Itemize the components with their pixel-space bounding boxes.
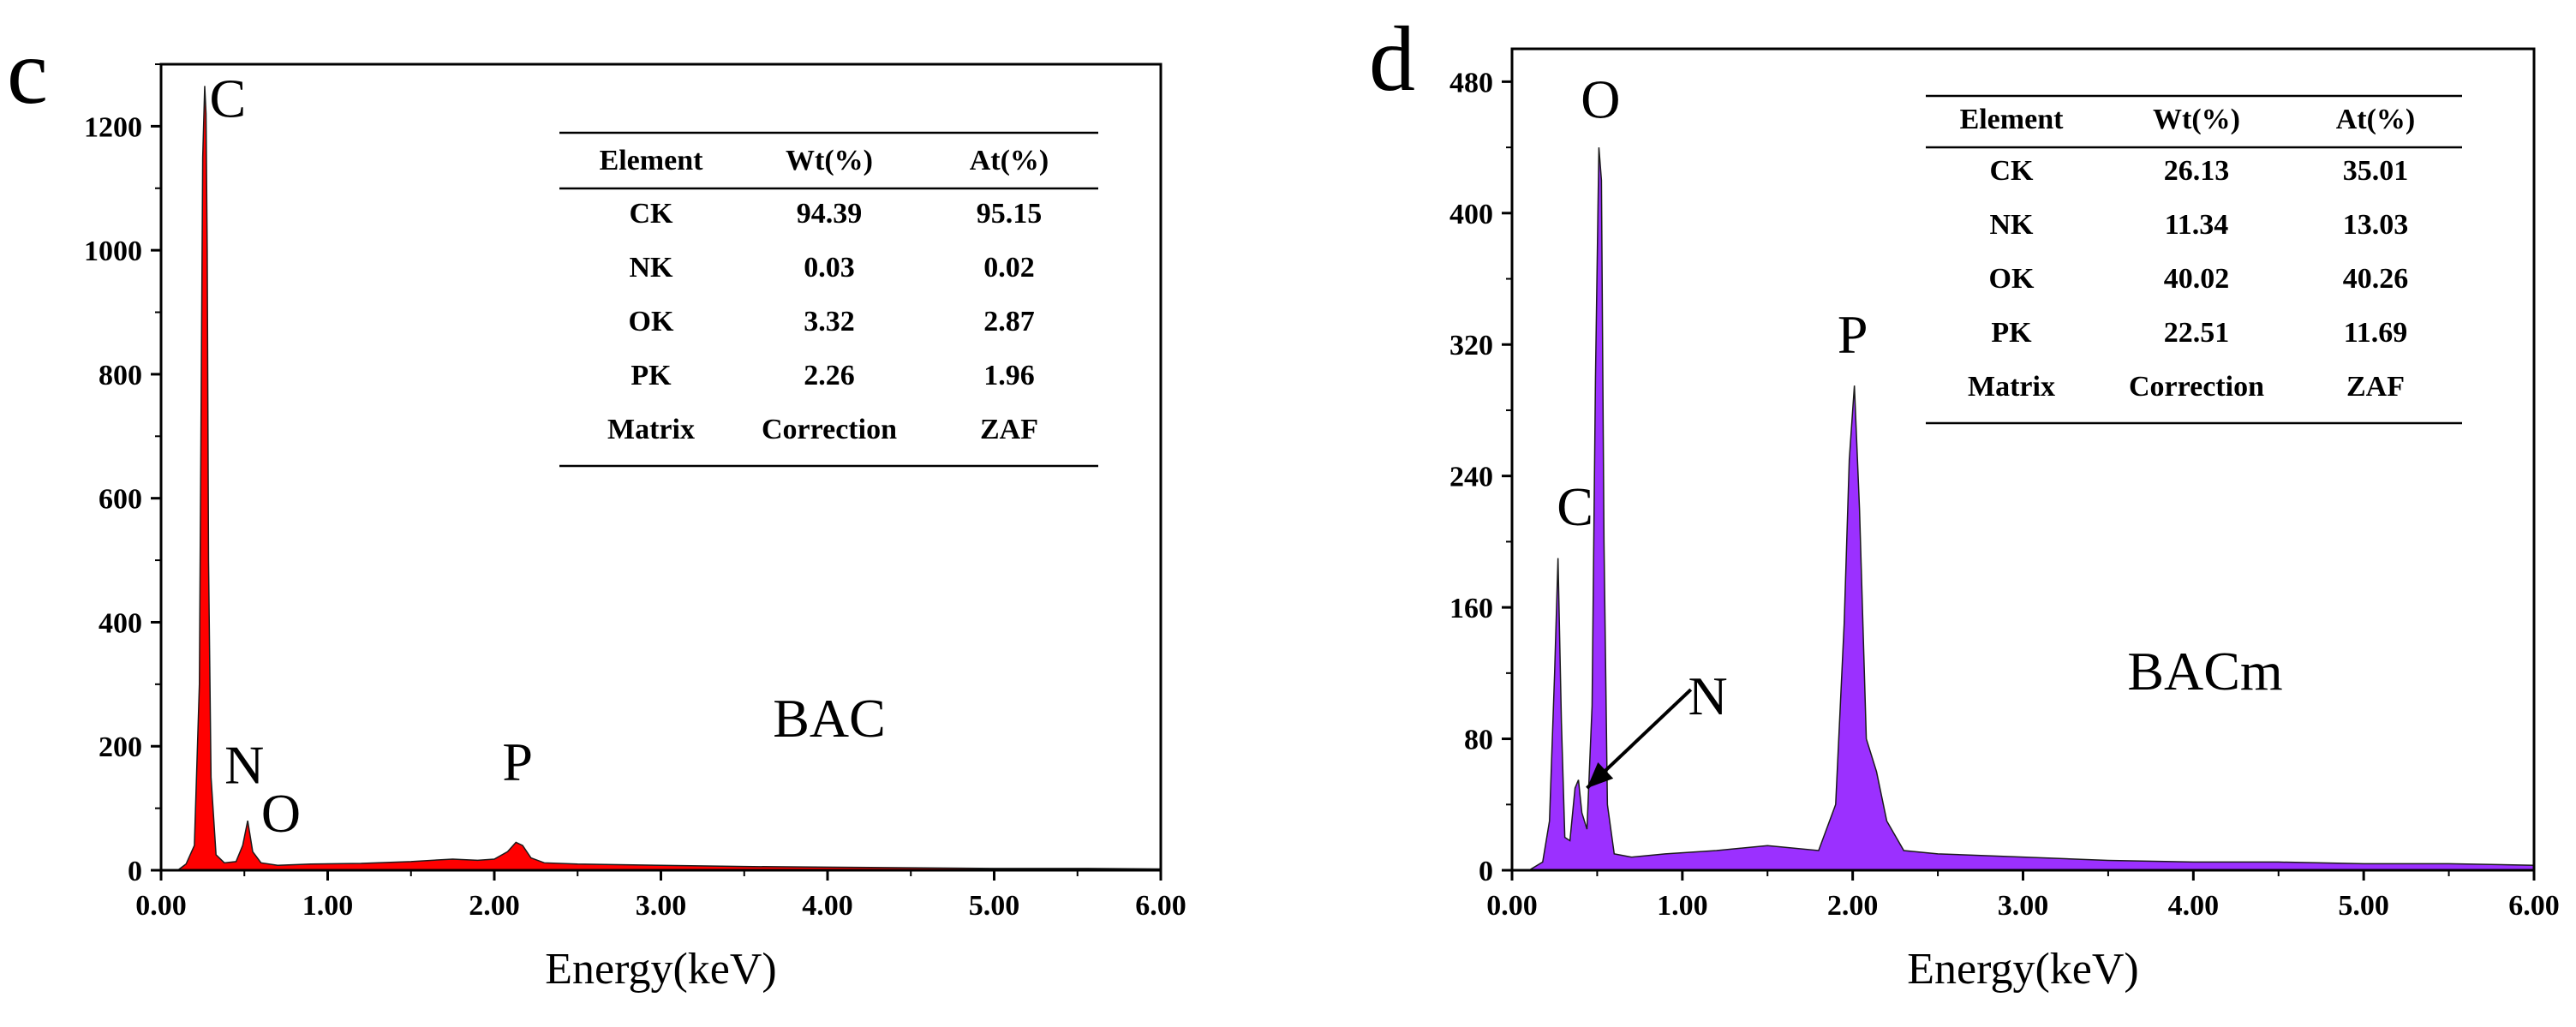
sample-label: BAC [773,688,886,749]
table-header-cell: Element [1960,104,2065,135]
x-tick-label: 0.00 [1486,890,1538,922]
plot-frame [159,63,1162,872]
peak-label-C: C [209,69,246,129]
table-cell: PK [631,360,672,391]
table-cell: 40.02 [2164,263,2230,295]
table-cell: 94.39 [797,198,863,230]
x-tick-label: 3.00 [1998,890,2049,922]
spectrum-area [176,86,1162,871]
x-tick-label: 6.00 [2508,890,2560,922]
composition-table: Element Wt(%) At(%) CK 26.13 35.01 NK 11.34 13.0… [1926,94,2462,425]
table-cell: PK [1991,317,2032,349]
table-cell: NK [630,252,674,284]
peak-label-C: C [1557,476,1593,537]
x-tick-label: 4.00 [2168,890,2220,922]
y-tick-label: 1000 [84,236,142,267]
peak-label-O: O [261,783,301,844]
table-header-cell: At(%) [2336,104,2416,135]
table-header-cell: At(%) [970,145,1049,176]
table-cell: NK [1990,209,2035,241]
panel-label: c [7,21,48,123]
chart-panel-d: 0.00 1.00 2.00 3.00 4.00 5.00 6.00 0 80 160 240 320… [1369,9,2560,994]
peak-label-P: P [1838,304,1868,365]
table-cell: 40.26 [2343,263,2409,295]
peak-label-P: P [502,731,533,792]
x-tick-label: 0.00 [135,890,187,922]
table-cell: CK [630,198,674,230]
table-cell: 0.02 [983,252,1035,284]
table-cell: 3.32 [804,306,855,337]
sample-label: BACm [2127,641,2282,702]
y-tick-label: 200 [99,731,142,763]
table-cell: 35.01 [2343,155,2409,187]
x-tick-label: 3.00 [636,890,687,922]
x-tick-label: 1.00 [302,890,354,922]
x-axis-title: Energy(keV) [1907,945,2139,994]
peak-label-N: N [1688,666,1728,726]
table-cell: 2.87 [983,306,1035,337]
y-tick-label: 1200 [84,111,142,143]
chart-panel-c: 0.00 1.00 2.00 3.00 4.00 5.00 6.00 0 200 400 600 80… [7,21,1186,994]
table-cell: Matrix [607,414,695,445]
x-tick-label: 2.00 [469,890,520,922]
table-cell: 13.03 [2343,209,2409,241]
peak-label-N: N [224,735,264,796]
x-tick-label: 5.00 [969,890,1020,922]
y-tick-label: 240 [1449,462,1493,493]
x-axis-title: Energy(keV) [545,945,777,994]
y-tick-label: 0 [1479,856,1493,887]
table-header-cell: Wt(%) [786,145,873,176]
y-tick-label: 160 [1449,593,1493,624]
y-tick-label: 320 [1449,330,1493,361]
composition-table: Element Wt(%) At(%) CK 94.39 95.15 NK 0.03 0.02 O… [559,131,1098,468]
table-cell: Matrix [1968,371,2055,403]
table-cell: ZAF [980,414,1038,445]
y-tick-label: 800 [99,360,142,391]
table-cell: Correction [762,414,897,445]
table-cell: 26.13 [2164,155,2230,187]
table-cell: 2.26 [804,360,855,391]
x-tick-label: 5.00 [2338,890,2389,922]
x-tick-label: 2.00 [1827,890,1879,922]
y-tick-label: 0 [128,856,142,887]
y-tick-label: 400 [99,607,142,639]
table-cell: CK [1990,155,2035,187]
table-cell: 22.51 [2164,317,2230,349]
y-tick-label: 80 [1464,725,1493,756]
table-cell: 95.15 [977,198,1043,230]
table-cell: 0.03 [804,252,855,284]
spectrum-area [1527,147,2535,871]
x-tick-label: 1.00 [1657,890,1708,922]
table-cell: OK [629,306,674,337]
table-header-cell: Wt(%) [2153,104,2240,135]
panel-label: d [1369,9,1415,110]
table-cell: 1.96 [983,360,1035,391]
table-cell: Correction [2129,371,2264,403]
table-cell: 11.34 [2165,209,2229,241]
x-tick-label: 4.00 [802,890,853,922]
y-tick-label: 600 [99,484,142,516]
y-tick-label: 400 [1449,199,1493,230]
table-cell: ZAF [2346,371,2405,403]
table-cell: OK [1989,263,2035,295]
y-tick-label: 480 [1449,67,1493,99]
peak-label-O: O [1581,69,1620,130]
table-cell: 11.69 [2344,317,2408,349]
annotation-arrow-head [1587,762,1614,789]
table-header-cell: Element [600,145,704,176]
x-tick-label: 6.00 [1135,890,1186,922]
